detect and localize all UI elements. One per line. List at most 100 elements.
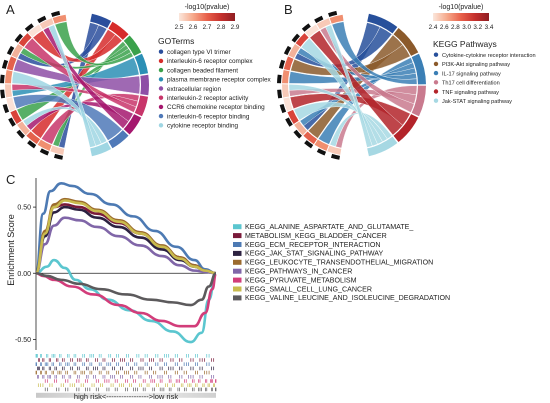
gene-logfc-arc	[27, 140, 37, 149]
gene-logfc-arc	[283, 45, 292, 56]
colorbar-tick-label: 3.2	[473, 24, 482, 31]
legend-swatch	[433, 89, 439, 94]
gene-arc	[17, 121, 30, 136]
legend-item-label: KEGG_ECM_RECEPTOR_INTERACTION	[245, 241, 380, 249]
gene-logfc-arc	[51, 10, 61, 17]
chord-ribbon	[12, 94, 123, 141]
legend-item-label: cytokine receptor binding	[167, 123, 238, 130]
chord-ribbon	[54, 21, 134, 66]
gene-arc	[6, 97, 16, 112]
gene-arc	[11, 43, 23, 59]
gene-logfc-arc	[291, 33, 300, 43]
panel-c-letter: C	[6, 172, 16, 187]
term-arc	[108, 21, 129, 40]
legend-swatch	[233, 259, 242, 265]
gene-arc	[37, 139, 52, 151]
legend-item-label: KEGG_ALANINE_ASPARTATE_AND_GLUTAMATE_	[245, 223, 414, 231]
legend-item-label: IL-17 signaling pathway	[442, 71, 501, 77]
legend-swatch	[233, 242, 242, 247]
gene-logfc-arc	[278, 59, 286, 69]
legend-item-label: interleukin-6 receptor complex	[167, 58, 253, 65]
legend-item-label: KEGG_PATHWAYS_IN_CANCER	[245, 268, 352, 276]
panel-a-letter: A	[6, 2, 15, 17]
gene-arc	[327, 145, 342, 155]
gene-arc	[294, 121, 307, 136]
legend-item-label: KEGG_PYRUVATE_METABOLISM	[245, 276, 357, 284]
legend-item-label: collagen type VI trimer	[167, 49, 231, 56]
y-axis-label: Enrichment Score	[6, 214, 16, 286]
gene-arc	[5, 84, 13, 98]
term-arc	[123, 114, 142, 135]
term-arc	[140, 74, 149, 96]
legend-swatch	[233, 295, 242, 301]
colorbar-tick-label: 2.9	[231, 24, 240, 31]
legend-swatch	[433, 52, 439, 57]
legend-swatch	[158, 113, 164, 119]
es-curve	[35, 271, 218, 328]
gene-logfc-arc	[0, 74, 5, 84]
gene-arc	[283, 56, 294, 71]
colorbar-title: -log10(pvalue)	[185, 4, 230, 11]
gsea-plot	[33, 178, 242, 398]
legend-item-label: KEGG_LEUKOCYTE_TRANSENDOTHELIAL_MIGRATIO…	[245, 259, 433, 267]
gene-logfc-arc	[53, 153, 64, 160]
gene-arc	[314, 139, 329, 151]
es-curve	[35, 271, 217, 307]
panel-b-letter: B	[284, 2, 293, 17]
gene-logfc-arc	[328, 10, 338, 17]
gene-logfc-arc	[314, 15, 324, 24]
es-curve	[34, 181, 217, 275]
term-arc	[411, 85, 426, 117]
legend-item-label: interleukin-6 receptor binding	[167, 113, 250, 120]
es-curve	[35, 258, 218, 344]
gene-arc	[305, 24, 319, 37]
term-arc	[108, 130, 129, 149]
legend-item-label: extracellular region	[167, 86, 221, 93]
legend-swatch	[233, 277, 242, 283]
legend-swatch	[233, 224, 242, 230]
gene-arc	[10, 109, 22, 124]
legend-swatch	[158, 86, 164, 91]
ranking-bar	[36, 392, 216, 398]
gene-logfc-arc	[277, 74, 282, 84]
legend-swatch	[233, 250, 242, 256]
colorbar-tick-label: 2.8	[451, 24, 460, 31]
gene-arc	[39, 18, 54, 30]
gene-arc	[52, 14, 67, 24]
y-tick-label: -0.50	[15, 337, 31, 344]
gene-logfc-arc	[316, 148, 327, 156]
chord-b	[277, 10, 489, 160]
legend-swatch	[158, 67, 164, 73]
term-arc	[367, 136, 398, 157]
gene-logfc-arc	[277, 89, 283, 99]
colorbar-tick-label: 3.0	[462, 24, 471, 31]
colorbar-tick-label: 2.6	[189, 24, 198, 31]
term-arc	[134, 53, 149, 75]
gene-arc	[288, 43, 300, 59]
gene-logfc-arc	[39, 148, 50, 156]
colorbar	[433, 13, 489, 21]
legend-swatch	[233, 286, 242, 292]
legend-title: KEGG Pathways	[433, 39, 497, 49]
gene-arc	[5, 70, 13, 84]
colorbar-tick-label: 2.7	[203, 24, 212, 31]
legend-swatch	[158, 95, 164, 100]
legend-item-label: KEGG_SMALL_CELL_LUNG_CANCER	[245, 285, 372, 293]
gene-arc	[50, 145, 65, 155]
gene-arc	[26, 131, 41, 145]
colorbar	[179, 13, 235, 21]
term-arc	[367, 13, 398, 34]
legend-swatch	[158, 77, 164, 82]
legend-item-label: Th17 cell differentiation	[442, 81, 500, 87]
gene-logfc-arc	[293, 129, 302, 139]
colorbar-tick-label: 2.6	[440, 24, 449, 31]
gene-arc	[329, 14, 344, 24]
gene-logfc-arc	[1, 59, 9, 69]
gene-logfc-arc	[16, 129, 25, 139]
chord-ribbon	[43, 26, 129, 129]
gene-logfc-arc	[279, 103, 287, 114]
legend-item-label: interleukin-2 receptor activity	[167, 95, 249, 102]
gene-logfc-arc	[37, 15, 47, 24]
term-arc	[90, 13, 112, 29]
